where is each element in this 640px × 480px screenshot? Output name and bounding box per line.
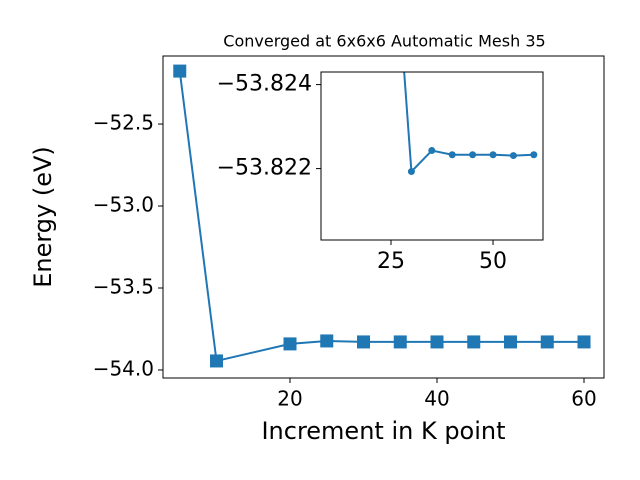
- y-tick-label: −53.0: [93, 193, 154, 217]
- marker: [530, 151, 538, 159]
- y-axis-label: Energy (eV): [29, 146, 57, 288]
- marker: [489, 151, 497, 159]
- marker: [407, 168, 415, 176]
- marker: [430, 335, 444, 349]
- y-tick-label: −52.5: [93, 111, 154, 135]
- marker: [577, 335, 591, 349]
- plot-group: [403, 72, 538, 176]
- x-tick-label: 20: [277, 387, 302, 411]
- marker: [540, 335, 554, 349]
- y-tick-label: −54.0: [93, 356, 154, 380]
- marker: [320, 334, 334, 348]
- marker: [428, 147, 436, 155]
- marker: [469, 151, 477, 159]
- y-tick-label: −53.824: [217, 72, 312, 97]
- x-tick-label: 50: [479, 249, 507, 274]
- x-tick-label: 40: [424, 387, 449, 411]
- chart-title: Converged at 6x6x6 Automatic Mesh 35: [223, 32, 545, 51]
- marker: [357, 335, 371, 349]
- x-axis-label: Increment in K point: [261, 417, 505, 445]
- marker: [467, 335, 481, 349]
- x-tick-label: 25: [377, 249, 405, 274]
- y-tick-label: −53.5: [93, 274, 154, 298]
- axes-frame: [162, 55, 605, 379]
- marker: [283, 337, 297, 351]
- marker: [210, 354, 224, 368]
- marker: [509, 152, 517, 160]
- axes-frame: [320, 71, 544, 241]
- marker: [393, 335, 407, 349]
- plot-group: [173, 64, 591, 368]
- marker: [504, 335, 518, 349]
- marker: [173, 64, 187, 78]
- x-tick-label: 60: [571, 387, 596, 411]
- marker: [448, 151, 456, 159]
- y-tick-label: −53.822: [217, 156, 312, 181]
